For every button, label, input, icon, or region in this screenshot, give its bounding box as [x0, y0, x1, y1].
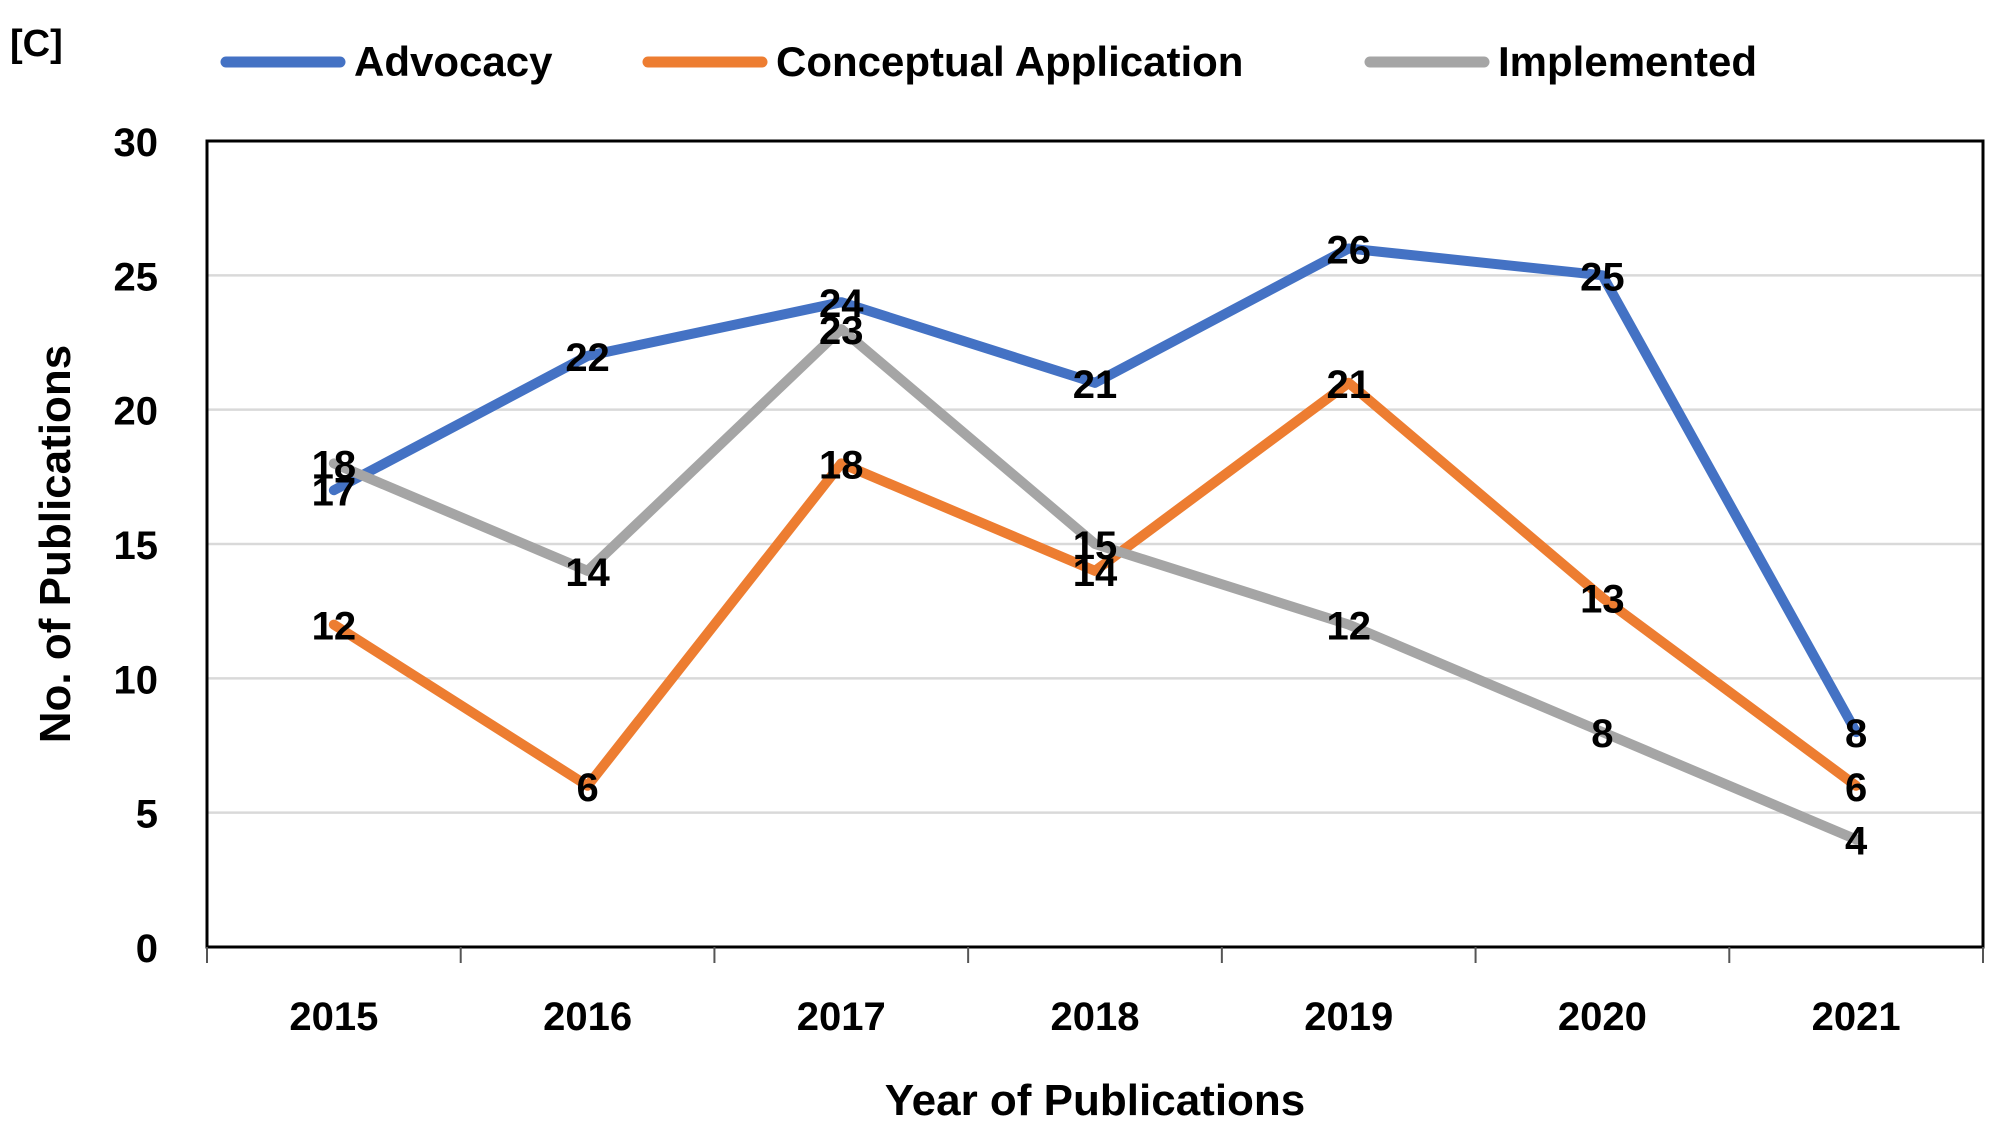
x-tick-label: 2019: [1304, 995, 1393, 1039]
data-label: 17: [312, 470, 357, 514]
data-label: 12: [312, 605, 357, 649]
series-line-conceptual-application: [328, 377, 1862, 791]
legend-label: Implemented: [1498, 38, 1757, 85]
data-label: 13: [1580, 578, 1625, 622]
data-label: 25: [1580, 255, 1625, 299]
legend-label: Conceptual Application: [776, 38, 1243, 85]
series-line-implemented: [328, 324, 1862, 845]
data-labels: 17 22 24 21 26 25 8 12 6 18 14 21 13 6 18 14 23 15 12 8 4: [312, 228, 1868, 863]
x-tick-label: 2015: [289, 995, 378, 1039]
data-label: 4: [1845, 820, 1868, 864]
data-label: 18: [819, 443, 864, 487]
data-label: 24: [819, 282, 864, 326]
data-label: 6: [1845, 766, 1867, 810]
y-axis-title: No. of Publications: [31, 345, 80, 743]
data-label: 21: [1326, 363, 1371, 407]
data-label: 8: [1845, 712, 1867, 756]
data-label: 12: [1326, 605, 1371, 649]
plot-frame: [205, 139, 1985, 949]
data-label: 8: [1591, 712, 1613, 756]
y-tick-label: 25: [114, 255, 159, 299]
y-tick-label: 30: [114, 121, 159, 165]
data-label: 14: [1073, 551, 1118, 595]
data-label: 23: [819, 309, 864, 353]
y-tick-label: 0: [136, 927, 158, 971]
data-label: 18: [312, 443, 357, 487]
y-tick-label: 20: [114, 390, 159, 434]
x-axis-title: Year of Publications: [885, 1076, 1306, 1125]
axes: 0 5 10 15 20 25 30 2015 2016 2017 2018 2019 2020 2021: [114, 121, 1985, 1039]
data-label: 21: [1073, 363, 1118, 407]
legend: Advocacy Conceptual Application Implemente…: [220, 38, 1757, 85]
panel-label: [C]: [10, 23, 63, 65]
data-label: 26: [1326, 228, 1371, 272]
series-line-advocacy: [328, 243, 1862, 738]
data-label: 14: [565, 551, 610, 595]
y-tick-label: 10: [114, 658, 159, 702]
y-tick-label: 5: [136, 793, 158, 837]
x-tick-label: 2021: [1812, 995, 1901, 1039]
data-label: 15: [1073, 524, 1118, 568]
x-tick-label: 2016: [543, 995, 632, 1039]
x-tick-label: 2018: [1051, 995, 1140, 1039]
x-tick-label: 2020: [1558, 995, 1647, 1039]
y-tick-label: 15: [114, 524, 159, 568]
data-label: 6: [576, 766, 598, 810]
x-tick-label: 2017: [797, 995, 886, 1039]
data-label: 22: [565, 336, 610, 380]
series-layer: [328, 243, 1862, 845]
legend-label: Advocacy: [354, 38, 553, 85]
